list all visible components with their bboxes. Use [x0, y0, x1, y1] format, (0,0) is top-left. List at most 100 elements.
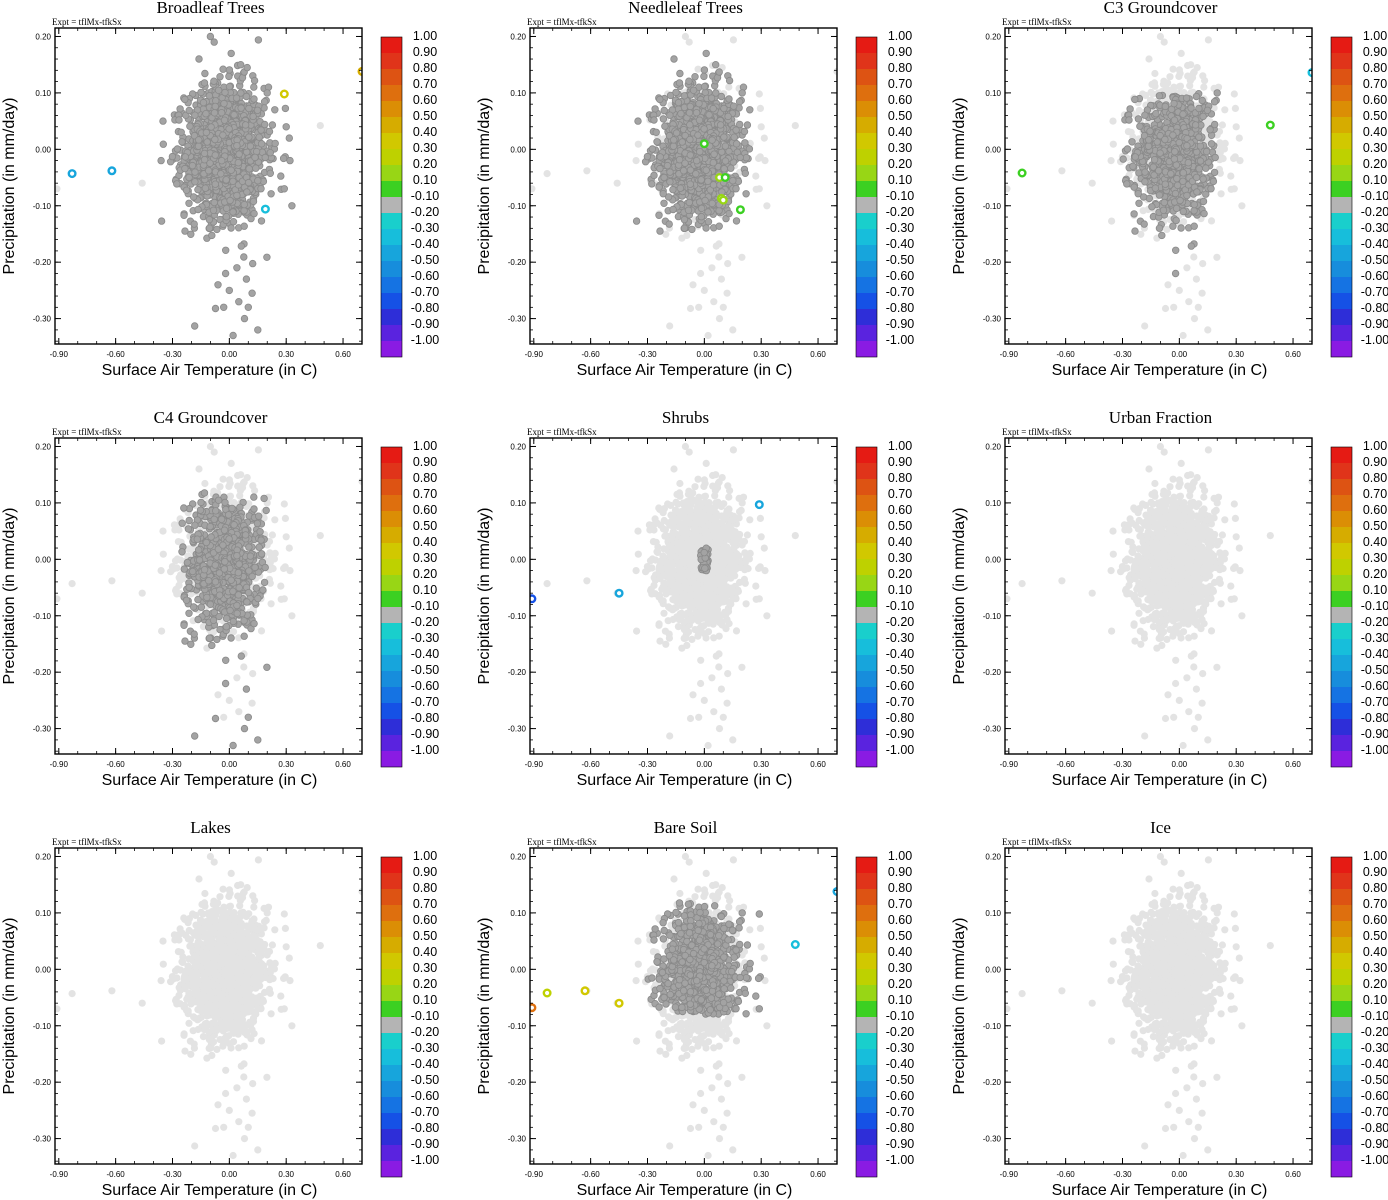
colorbar-label: -0.90 [886, 317, 915, 331]
zero-point [1130, 210, 1138, 218]
zero-point [720, 133, 728, 141]
y-tick-label: 0.10 [510, 89, 526, 98]
background-point [1221, 106, 1229, 114]
zero-point [250, 76, 259, 85]
background-point [1166, 73, 1174, 81]
zero-point [232, 94, 241, 102]
zero-point [1199, 197, 1208, 206]
zero-point [234, 158, 242, 167]
colorbar-label: -1.00 [886, 333, 915, 347]
background-point [1188, 74, 1197, 82]
zero-point [686, 180, 694, 188]
zero-point [241, 121, 250, 129]
background-point [1175, 72, 1183, 80]
zero-point [715, 68, 723, 76]
y-tick-label: 0.00 [510, 145, 526, 154]
background-point [1175, 286, 1183, 294]
background-point [632, 157, 640, 165]
zero-point [194, 142, 203, 150]
expt-label: Expt = tflMx-tfkSx [52, 17, 122, 27]
zero-point [707, 94, 716, 102]
background-point [1194, 303, 1202, 311]
zero-point [1134, 189, 1142, 198]
x-tick-label: -0.90 [50, 350, 69, 359]
colorbar-label: 0.10 [888, 173, 912, 187]
zero-point [697, 176, 705, 184]
zero-point [221, 269, 230, 278]
colorbar-cell [381, 101, 402, 117]
background-point [695, 303, 703, 311]
zero-point [202, 109, 210, 118]
zero-point [222, 176, 230, 184]
zero-point [225, 286, 233, 295]
zero-point [207, 123, 215, 131]
zero-point [240, 314, 249, 323]
background-point [724, 260, 732, 268]
zero-point [681, 159, 689, 167]
zero-point [251, 153, 259, 162]
y-tick-label: 0.20 [35, 32, 51, 41]
zero-point [263, 253, 271, 261]
background-point [1163, 225, 1171, 233]
zero-point [738, 89, 746, 97]
background-point [697, 269, 705, 278]
colorbar-cell [856, 165, 877, 181]
zero-point [656, 164, 664, 173]
colorbar-cell [856, 277, 877, 293]
zero-point [680, 224, 689, 232]
colorbar-label: 0.20 [888, 157, 912, 171]
zero-point [666, 111, 674, 119]
zero-point [1210, 120, 1219, 129]
colored-point [699, 139, 709, 149]
colorbar-label: 0.40 [888, 125, 912, 139]
zero-point [1144, 136, 1153, 144]
zero-point [227, 224, 235, 232]
background-point [1207, 217, 1216, 225]
zero-point [1196, 142, 1205, 150]
zero-point [246, 142, 255, 150]
zero-point [261, 120, 269, 129]
zero-point [742, 190, 750, 198]
zero-point [1190, 200, 1198, 209]
zero-point [248, 289, 256, 297]
zero-point [1183, 191, 1191, 200]
zero-point [253, 106, 262, 114]
zero-point [705, 111, 713, 119]
zero-point [1172, 216, 1180, 225]
zero-point [725, 209, 733, 218]
background-point [763, 202, 771, 210]
zero-point [205, 224, 214, 232]
zero-point [240, 200, 248, 209]
zero-point [648, 180, 656, 188]
zero-point [189, 193, 198, 201]
background-point [1238, 202, 1246, 210]
colorbar-cell [381, 325, 402, 341]
background-point [1164, 281, 1172, 289]
background-point [755, 185, 763, 193]
zero-point [279, 154, 288, 163]
zero-point [691, 72, 699, 81]
zero-point [181, 153, 189, 161]
zero-point [202, 128, 211, 137]
zero-point [191, 111, 199, 119]
background-point [715, 315, 724, 323]
zero-point [651, 105, 659, 113]
zero-point [1198, 96, 1206, 105]
x-tick-label: 0.00 [697, 350, 713, 359]
zero-point [1207, 140, 1216, 148]
zero-point [250, 209, 258, 218]
zero-point [210, 38, 218, 46]
zero-point [678, 138, 686, 146]
colorbar-label: 0.60 [413, 93, 437, 107]
background-point [1183, 264, 1191, 272]
zero-point [1179, 207, 1187, 216]
zero-point [263, 89, 271, 97]
colored-point [720, 172, 730, 182]
zero-point [685, 109, 694, 117]
zero-point [1173, 174, 1181, 183]
background-point [1216, 139, 1224, 147]
zero-point [1125, 116, 1133, 124]
zero-point [653, 138, 661, 146]
background-point [662, 230, 670, 238]
zero-point [240, 253, 248, 261]
